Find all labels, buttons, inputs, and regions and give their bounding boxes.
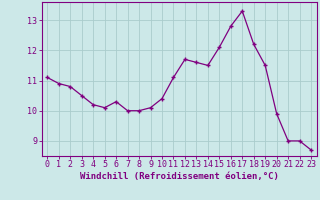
X-axis label: Windchill (Refroidissement éolien,°C): Windchill (Refroidissement éolien,°C) [80,172,279,181]
